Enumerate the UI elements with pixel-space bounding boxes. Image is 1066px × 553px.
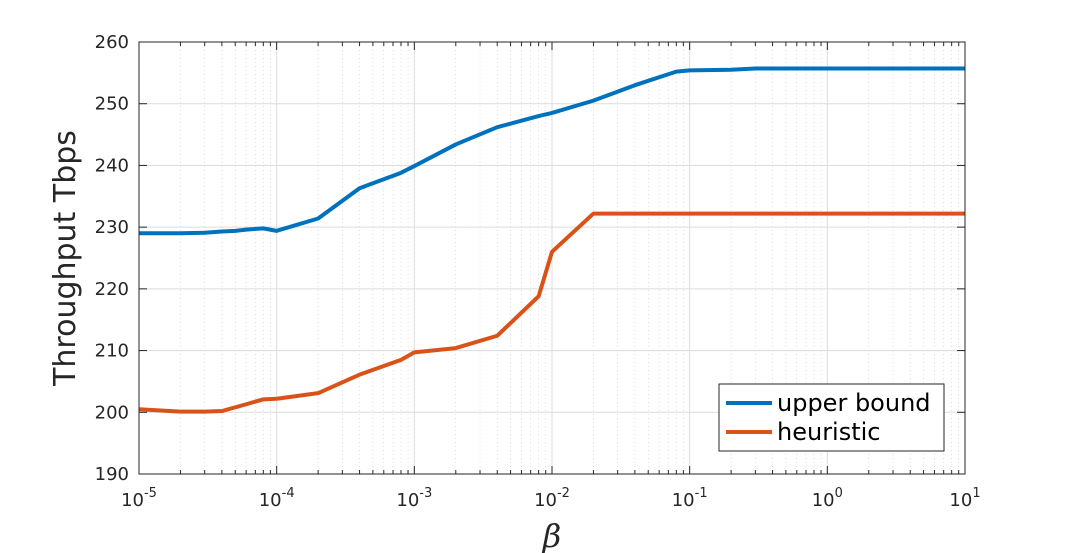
legend-label-heuristic: heuristic [777,418,881,446]
x-axis-label: β [542,517,562,553]
series-layer [138,66,965,414]
y-tick-label: 250 [95,94,129,115]
series-line-upper-bound [139,66,965,236]
y-tick-label: 230 [95,217,129,238]
y-tick-label: 210 [95,341,129,362]
x-tick-label: 101 [949,486,980,511]
legend-box [718,383,945,452]
legend: upper bound heuristic [718,383,945,452]
x-tick-label: 100 [812,486,843,511]
x-tick-label: 10-2 [534,486,570,511]
axis-ticks [138,41,966,475]
x-tick-labels: 10-5 10-4 10-3 10-2 10-1 100 101 [121,486,981,511]
y-tick-label: 260 [95,32,129,53]
y-axis-label: Throughput Tbps [48,130,83,387]
y-tick-label: 190 [95,464,129,485]
x-tick-label: 10-3 [396,486,432,511]
y-tick-label: 240 [95,155,129,176]
series-line-heuristic [138,211,965,414]
legend-label-upper-bound: upper bound [777,389,931,417]
y-tick-labels: 190 200 210 220 230 240 250 260 [95,32,129,485]
y-tick-label: 200 [95,402,129,423]
x-tick-label: 10-1 [672,486,708,511]
x-tick-label: 10-5 [121,486,157,511]
y-tick-label: 220 [95,279,129,300]
major-grid [138,41,966,475]
x-tick-label: 10-4 [259,486,295,511]
